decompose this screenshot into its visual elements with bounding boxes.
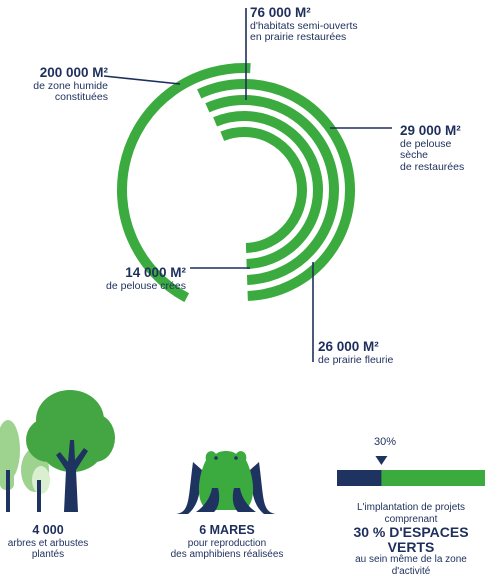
arc-29000 [205,95,339,285]
arc-14000 [220,127,307,253]
stat-green-spaces: L'implantation de projets comprenant 30 … [336,502,486,577]
label-200000-line1: de zone humide [33,79,108,92]
label-14000: 14 000 M² de pelouse crées [76,265,186,292]
stat-trees-line1: arbres et arbustes [7,537,89,549]
label-14000-line1: de pelouse crées [106,279,186,292]
stat-green-spaces-line4: d'activité [391,565,431,577]
label-29000-value: 29 000 M² [400,123,461,138]
stat-green-spaces-line1: L'implantation de projets [356,502,466,513]
arc-group [117,63,355,303]
stat-green-spaces-big2: VERTS [387,538,435,555]
label-26000-value: 26 000 M² [318,339,379,354]
stat-green-spaces-line2: comprenant [384,513,438,525]
label-14000-value: 14 000 M² [125,265,186,280]
label-29000-line1: de pelouse [400,137,452,150]
arc-200000 [117,63,251,303]
label-200000-value: 200 000 M² [39,65,108,80]
arc-26000 [213,111,323,269]
label-26000-line1: de prairie fleurie [318,353,394,366]
stat-ponds: 6 MARES pour reproduction des amphibiens… [160,523,294,561]
arc-76000 [197,79,355,301]
label-29000: 29 000 M² de pelouse sèche de restaurées [400,123,484,173]
label-29000-line2: sèche [400,149,429,162]
label-200000: 200 000 M² de zone humide constituées [4,65,108,104]
stat-ponds-line2: des amphibiens réalisées [170,549,284,561]
label-26000: 26 000 M² de prairie fleurie [318,339,428,366]
label-29000-line3: de restaurées [400,160,465,173]
trees-icon [0,390,115,512]
label-200000-line2: constituées [54,91,108,104]
label-76000-value: 76 000 M² [250,5,311,20]
leader-line-200000 [103,75,181,85]
label-76000-line2: en prairie restaurées [250,31,347,44]
green-spaces-progress [337,456,485,486]
stat-trees-line2: plantés [31,549,65,561]
stat-ponds-value: 6 MARES [199,523,255,537]
label-76000-line1: d'habitats semi-ouverts [250,19,358,32]
progress-marker [375,456,388,465]
stat-green-spaces-big1: 30 % D'ESPACES [353,524,469,540]
stat-trees: 4 000 arbres et arbustes plantés [0,523,96,561]
progress-percent-label: 30% [373,436,397,448]
stat-green-spaces-line3: au sein même de la zone [355,554,467,566]
stat-ponds-line1: pour reproduction [187,537,267,549]
label-76000: 76 000 M² d'habitats semi-ouverts en pra… [250,5,400,44]
stat-trees-value: 4 000 [32,523,64,537]
frog-icon [176,451,276,514]
leader-lines [103,8,392,362]
progress-fill [337,470,382,486]
